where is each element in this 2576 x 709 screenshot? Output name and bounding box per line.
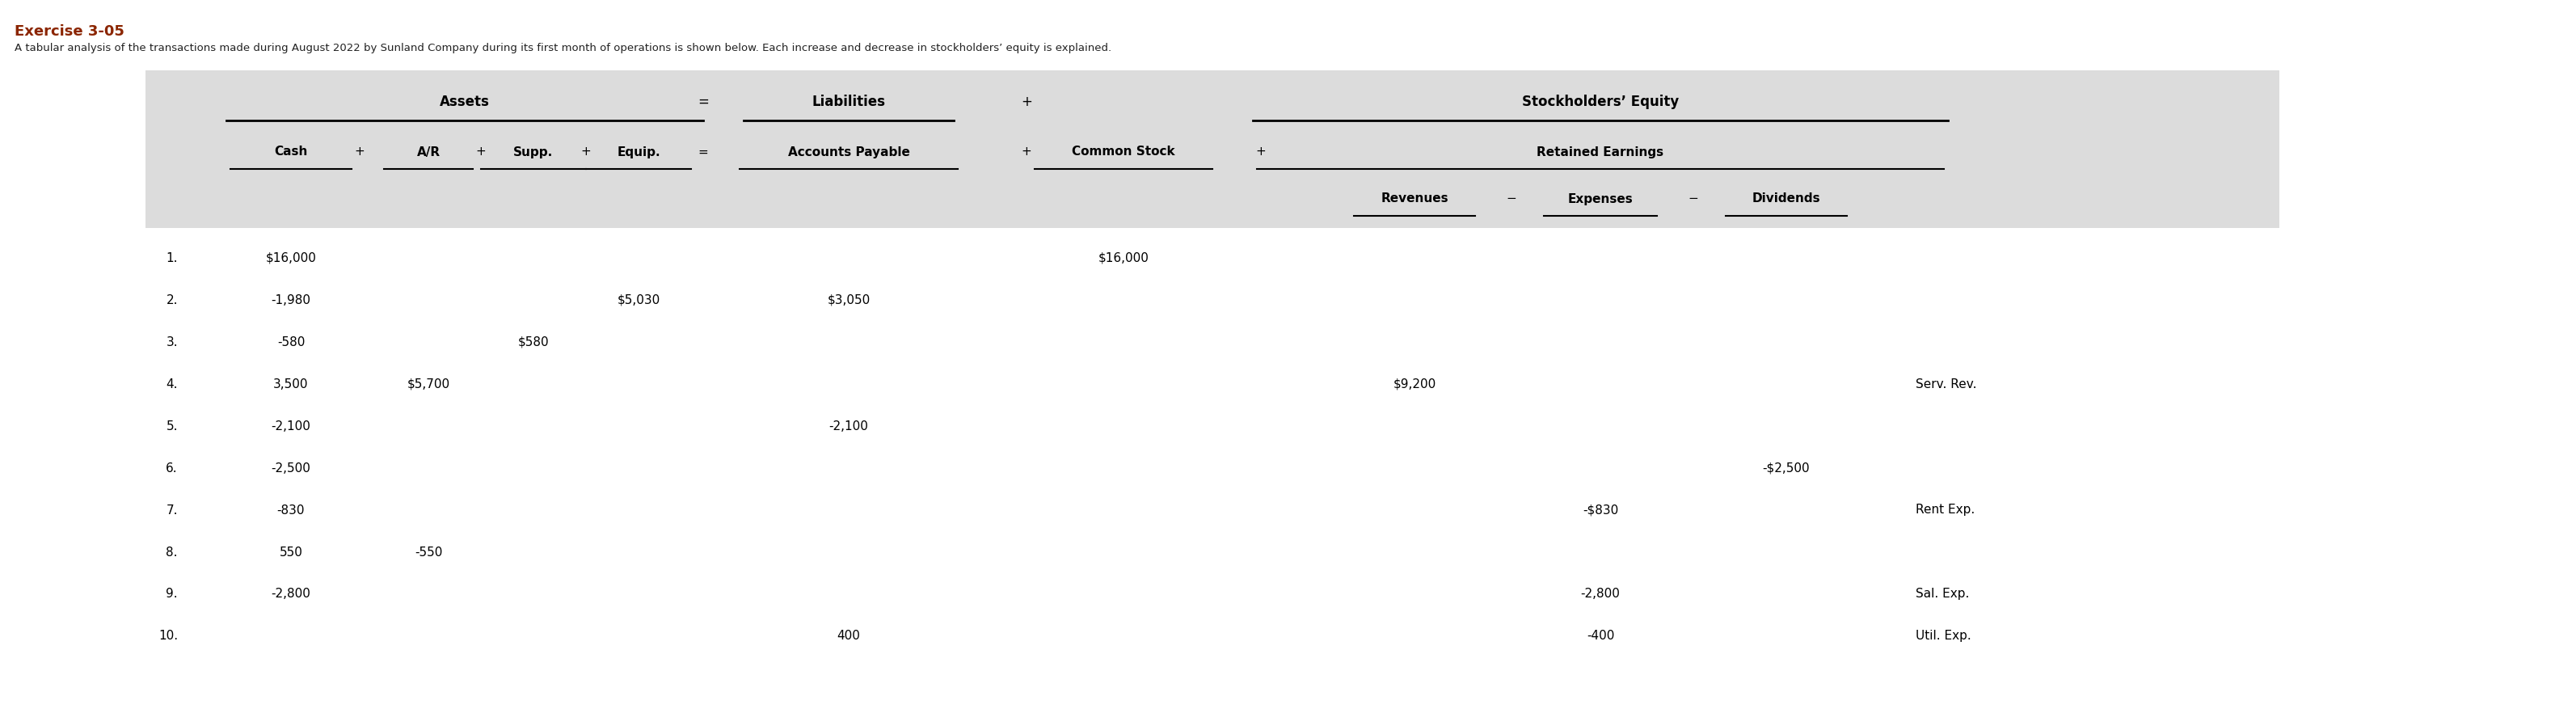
Text: Assets: Assets (440, 94, 489, 109)
FancyBboxPatch shape (144, 71, 2280, 228)
Text: 2.: 2. (165, 294, 178, 306)
Text: A tabular analysis of the transactions made during August 2022 by Sunland Compan: A tabular analysis of the transactions m… (15, 43, 1110, 53)
Text: 3,500: 3,500 (273, 377, 309, 390)
Text: Rent Exp.: Rent Exp. (1917, 503, 1976, 515)
Text: Common Stock: Common Stock (1072, 146, 1175, 158)
Text: =: = (698, 146, 708, 158)
Text: Equip.: Equip. (616, 146, 659, 158)
Text: +: + (1255, 146, 1265, 158)
Text: 3.: 3. (165, 335, 178, 347)
Text: +: + (1020, 94, 1033, 109)
Text: +: + (355, 146, 366, 158)
Text: 7.: 7. (165, 503, 178, 515)
Text: Supp.: Supp. (513, 146, 554, 158)
Text: -2,800: -2,800 (1582, 588, 1620, 600)
Text: 400: 400 (837, 630, 860, 642)
Text: 8.: 8. (165, 545, 178, 557)
Text: Serv. Rev.: Serv. Rev. (1917, 377, 1976, 390)
Text: Dividends: Dividends (1752, 193, 1821, 205)
Text: -$830: -$830 (1582, 503, 1618, 515)
Text: Revenues: Revenues (1381, 193, 1448, 205)
Text: Expenses: Expenses (1569, 193, 1633, 205)
Text: 550: 550 (278, 545, 301, 557)
Text: $580: $580 (518, 335, 549, 347)
Text: $5,700: $5,700 (407, 377, 451, 390)
Text: Util. Exp.: Util. Exp. (1917, 630, 1971, 642)
Text: $5,030: $5,030 (618, 294, 659, 306)
Text: Exercise 3-05: Exercise 3-05 (15, 24, 124, 39)
Text: Liabilities: Liabilities (811, 94, 886, 109)
Text: -2,100: -2,100 (270, 420, 312, 432)
Text: -400: -400 (1587, 630, 1615, 642)
Text: 6.: 6. (165, 462, 178, 474)
Text: -830: -830 (278, 503, 304, 515)
Text: 1.: 1. (165, 252, 178, 264)
Text: -2,500: -2,500 (270, 462, 312, 474)
Text: +: + (580, 146, 590, 158)
Text: −: − (1507, 193, 1517, 205)
Text: 4.: 4. (165, 377, 178, 390)
Text: −: − (1687, 193, 1698, 205)
Text: A/R: A/R (417, 146, 440, 158)
Text: 10.: 10. (157, 630, 178, 642)
Text: $9,200: $9,200 (1394, 377, 1435, 390)
Text: -550: -550 (415, 545, 443, 557)
Text: +: + (1020, 146, 1030, 158)
Text: Accounts Payable: Accounts Payable (788, 146, 909, 158)
Text: -2,800: -2,800 (270, 588, 312, 600)
Text: 9.: 9. (165, 588, 178, 600)
Text: Cash: Cash (273, 146, 307, 158)
Text: $3,050: $3,050 (827, 294, 871, 306)
Text: +: + (477, 146, 487, 158)
Text: -2,100: -2,100 (829, 420, 868, 432)
Text: 5.: 5. (165, 420, 178, 432)
Text: $16,000: $16,000 (265, 252, 317, 264)
Text: Sal. Exp.: Sal. Exp. (1917, 588, 1968, 600)
Text: -$2,500: -$2,500 (1762, 462, 1811, 474)
Text: -580: -580 (278, 335, 304, 347)
Text: Retained Earnings: Retained Earnings (1538, 146, 1664, 158)
Text: Stockholders’ Equity: Stockholders’ Equity (1522, 94, 1680, 109)
Text: $16,000: $16,000 (1097, 252, 1149, 264)
Text: =: = (698, 94, 708, 109)
Text: -1,980: -1,980 (270, 294, 312, 306)
